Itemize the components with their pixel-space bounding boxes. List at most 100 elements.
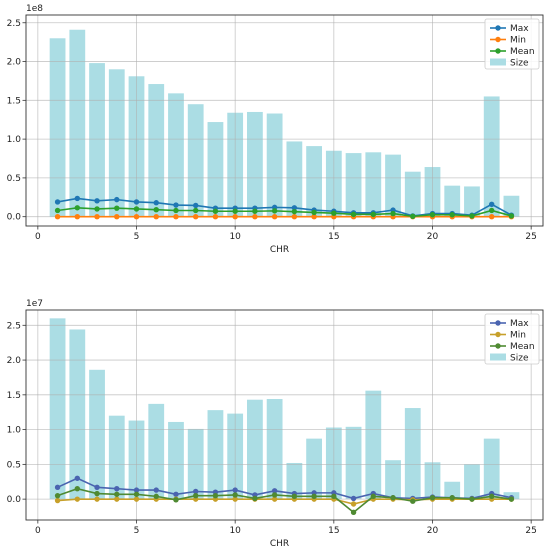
series-point-mean bbox=[153, 207, 159, 213]
size-bar bbox=[306, 146, 322, 217]
series-point-mean bbox=[74, 205, 81, 211]
series-point-max bbox=[271, 488, 278, 494]
series-point-mean bbox=[94, 206, 100, 212]
series-point-min bbox=[232, 496, 238, 502]
x-tick-label: 0 bbox=[35, 232, 41, 242]
legend-swatch-size bbox=[490, 58, 506, 66]
size-bar bbox=[444, 185, 461, 217]
series-point-mean bbox=[291, 208, 298, 215]
size-bar bbox=[148, 84, 165, 217]
series-point-max bbox=[173, 202, 179, 208]
size-bar bbox=[89, 63, 105, 217]
size-bar bbox=[89, 369, 105, 500]
size-bar bbox=[69, 29, 86, 217]
legend-marker-max bbox=[495, 25, 501, 31]
y-tick-label: 0.5 bbox=[7, 174, 21, 184]
size-bar bbox=[247, 111, 263, 217]
series-point-mean bbox=[54, 492, 61, 499]
series-point-max bbox=[114, 196, 120, 203]
series-point-mean bbox=[133, 206, 140, 212]
series-point-max bbox=[94, 484, 100, 491]
series-point-min bbox=[173, 213, 179, 220]
series-point-mean bbox=[311, 209, 317, 216]
y-tick-label: 1.0 bbox=[7, 426, 22, 436]
series-point-max bbox=[488, 201, 495, 207]
legend-marker-min bbox=[495, 331, 501, 338]
series-point-mean bbox=[291, 493, 298, 500]
series-point-mean bbox=[232, 208, 238, 214]
size-bar bbox=[483, 438, 500, 500]
series-point-mean bbox=[331, 493, 337, 500]
y-tick-label: 0.0 bbox=[7, 213, 22, 223]
legend-box bbox=[484, 313, 540, 365]
series-point-mean bbox=[271, 208, 278, 214]
series-point-mean bbox=[252, 208, 258, 214]
size-bar bbox=[503, 195, 520, 217]
x-tick-label: 15 bbox=[328, 526, 339, 536]
size-bar bbox=[365, 152, 382, 217]
size-bar bbox=[266, 113, 283, 217]
y-tick-label: 1.5 bbox=[7, 391, 21, 401]
x-tick-label: 20 bbox=[427, 526, 439, 536]
series-point-mean bbox=[488, 207, 495, 214]
series-point-mean bbox=[94, 490, 100, 497]
legend-label-max: Max bbox=[510, 319, 529, 329]
series-point-mean bbox=[390, 495, 396, 501]
chart-2: 0 5 10 15 20 25 0.0 0.5 1.0 1.5 2.0 2.5 1e7 CHR Max Min… bbox=[7, 299, 544, 548]
series-point-max bbox=[54, 484, 61, 491]
series-point-min bbox=[252, 213, 258, 220]
series-point-min bbox=[193, 213, 199, 220]
size-bar bbox=[247, 399, 263, 500]
series-line-min bbox=[57, 498, 512, 505]
series-point-min bbox=[232, 213, 238, 220]
x-tick-label: 25 bbox=[525, 232, 536, 242]
size-bar bbox=[483, 96, 500, 217]
x-axis-label: CHR bbox=[270, 245, 289, 255]
legend-marker-mean bbox=[495, 48, 501, 54]
y-tick-label: 2.5 bbox=[7, 19, 21, 29]
x-tick-label: 0 bbox=[35, 526, 41, 536]
legend-label-min: Min bbox=[510, 331, 526, 341]
series-line-mean bbox=[57, 487, 512, 514]
legend-label-mean: Mean bbox=[510, 47, 535, 57]
series-point-max bbox=[173, 491, 179, 497]
x-axis-label: CHR bbox=[270, 539, 289, 548]
series-point-max bbox=[133, 487, 140, 493]
series-point-min bbox=[114, 496, 120, 502]
x-tick-label: 5 bbox=[134, 526, 140, 536]
series-point-min bbox=[291, 213, 298, 220]
series-point-mean bbox=[469, 496, 475, 502]
chart-1: 0 5 10 15 20 25 0.0 0.5 1.0 1.5 2.0 2.5 1e8 CHR Max Min… bbox=[7, 4, 544, 255]
size-bar bbox=[207, 410, 224, 500]
series-point-mean bbox=[370, 211, 376, 218]
series-point-mean bbox=[133, 491, 140, 497]
size-bar bbox=[207, 122, 224, 217]
size-bar bbox=[444, 481, 461, 500]
legend-label-mean: Mean bbox=[510, 342, 535, 352]
series-point-min bbox=[311, 213, 317, 220]
series-point-max bbox=[133, 199, 140, 205]
series-point-mean bbox=[74, 486, 81, 492]
series-point-max bbox=[54, 199, 61, 205]
size-bar bbox=[365, 390, 382, 500]
y-tick-label: 1.0 bbox=[7, 135, 22, 145]
y-tick-label: 2.5 bbox=[7, 321, 21, 331]
legend-label-size: Size bbox=[510, 59, 529, 69]
legend-label-size: Size bbox=[510, 354, 529, 364]
size-bar bbox=[187, 104, 204, 217]
y-tick-label: 2.0 bbox=[7, 58, 22, 68]
legend-box bbox=[484, 18, 540, 70]
series-point-min bbox=[94, 496, 100, 502]
series-point-mean bbox=[173, 497, 179, 503]
legend-marker-mean bbox=[495, 343, 501, 349]
series-point-mean bbox=[410, 498, 416, 504]
size-bar bbox=[464, 186, 480, 217]
size-bar bbox=[345, 153, 362, 217]
series-point-min bbox=[74, 496, 81, 502]
y-tick-label: 2.0 bbox=[7, 356, 22, 366]
series-point-min bbox=[350, 501, 357, 507]
x-tick-label: 20 bbox=[427, 232, 439, 242]
series-point-max bbox=[74, 475, 81, 481]
size-bar bbox=[306, 438, 322, 500]
